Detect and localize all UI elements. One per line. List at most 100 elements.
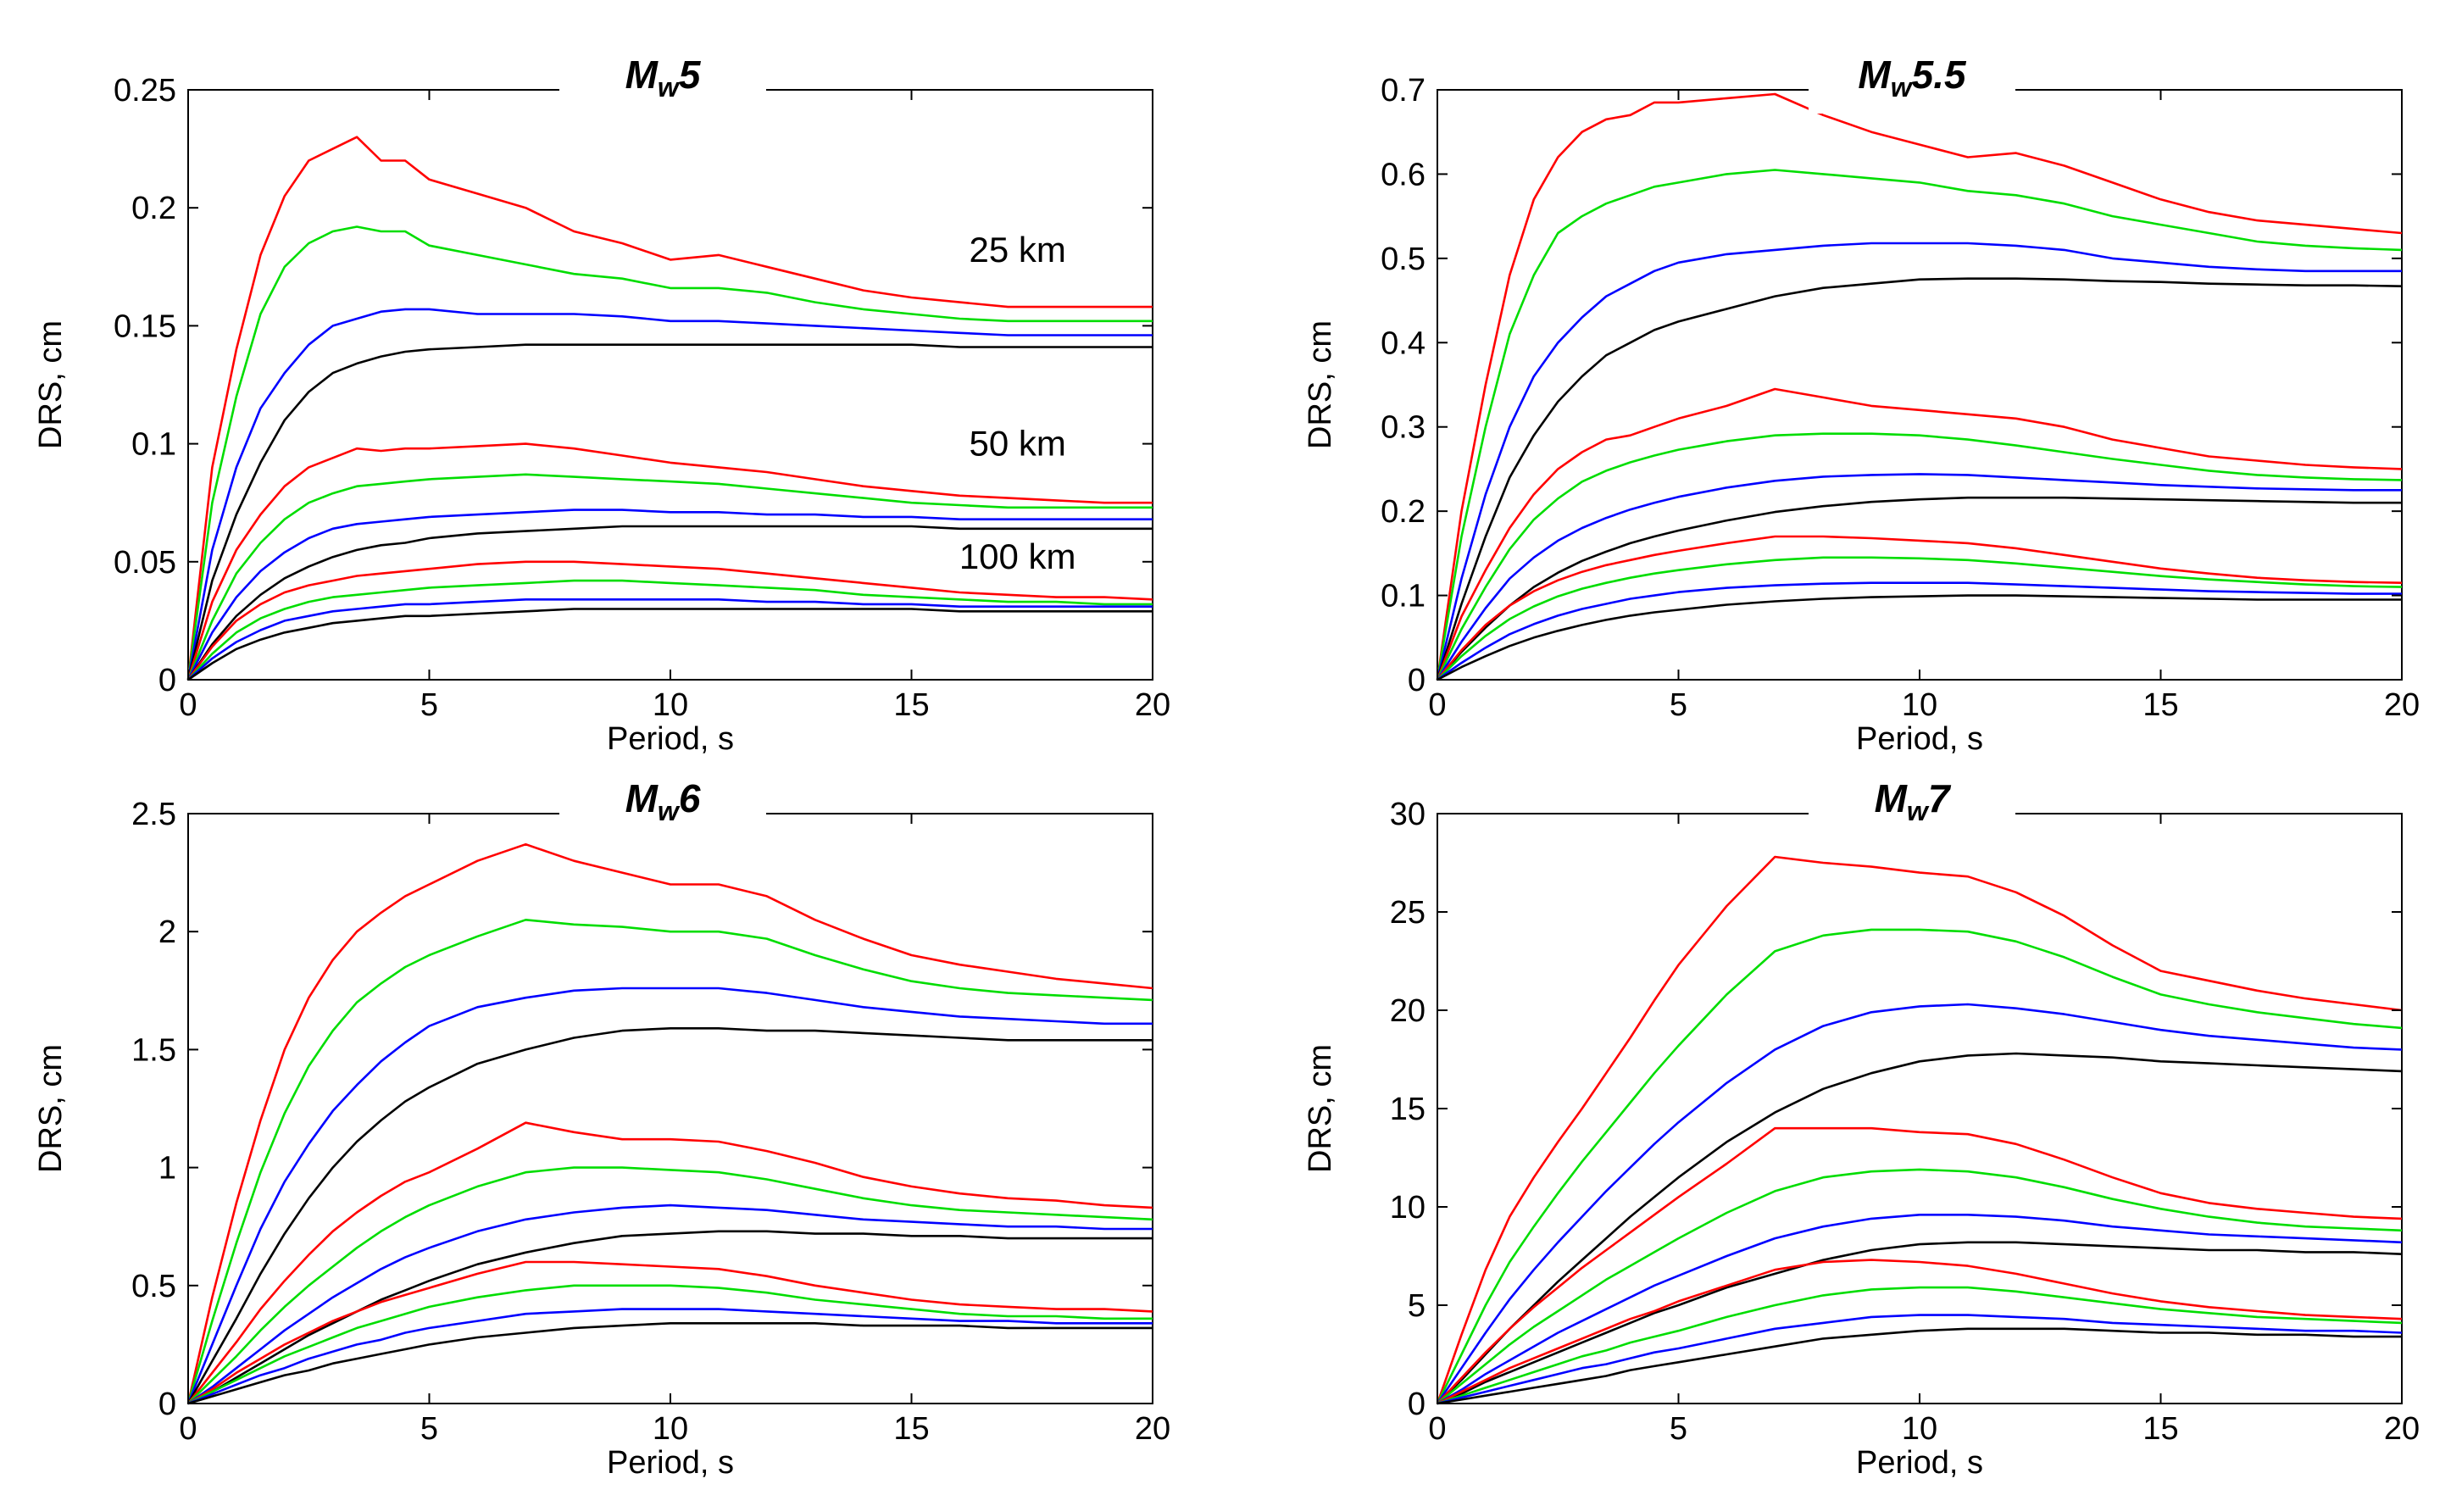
chart-panel-2: 0 5 10 15 20 0 0.1 0.2 0.3 0.4 0.5 0.6 0.7 Period, s D… [1303,53,2420,757]
series-line-6 [187,1166,1153,1404]
title-subscript: w [658,72,681,103]
series-line-9 [186,560,1153,681]
title-background [1809,776,2015,837]
y-tick-label: 0.25 [114,73,176,108]
series-line-10 [1437,1286,2403,1405]
series-line-11 [1437,1314,2403,1405]
x-tick-label: 10 [1902,687,1937,723]
series-line-3 [186,308,1153,681]
x-axis-label: Period, s [607,1445,734,1481]
chart-panel-4: 0 5 10 15 20 0 5 10 15 20 25 30 Period, s DRS, cm Mw7 [1303,776,2420,1481]
x-tick-label: 5 [420,687,438,723]
title-main: M [625,53,659,97]
x-tick-label: 5 [1670,687,1687,723]
series-line-5 [1437,1126,2403,1404]
y-tick-label: 2 [158,914,176,950]
title-value: 5 [679,53,702,97]
x-tick-label: 20 [1135,687,1170,723]
series-line-10 [187,1284,1153,1405]
series-line-12 [1437,1327,2402,1405]
chart-panel-1: 0 5 10 15 20 0 0.05 0.1 0.15 0.2 0.25 Period, s DRS,… [33,53,1170,757]
x-axis-label: Period, s [1856,721,1983,757]
y-tick-label: 0 [1408,1387,1426,1422]
series-line-5 [186,1121,1153,1404]
series-line-3 [1436,1003,2403,1404]
series-line-4 [1437,1052,2403,1404]
series-line-2 [186,225,1153,681]
series-line-3 [186,987,1153,1404]
series-line-2 [186,919,1153,1404]
series-line-8 [187,1230,1153,1405]
series-line-5 [1436,387,2403,681]
title-background [559,53,766,114]
y-tick-label: 15 [1390,1092,1426,1127]
x-tick-label: 5 [420,1411,438,1447]
series-line-1 [1436,855,2403,1404]
y-tick-label: 0.1 [1381,579,1426,614]
series-line-4 [1436,277,2403,681]
series-line-11 [1437,581,2402,681]
x-tick-label: 20 [1135,1411,1170,1447]
title-background [559,776,766,837]
distance-annotation: 50 km [969,424,1065,464]
x-axis-label: Period, s [1856,1445,1983,1481]
series-line-7 [1436,473,2402,681]
series-line-9 [187,1260,1153,1405]
chart-title: Mw7 [1875,776,1952,826]
y-tick-label: 0 [1408,663,1426,698]
y-axis-label: DRS, cm [33,1044,69,1173]
x-tick-label: 15 [2142,687,2178,723]
x-tick-label: 15 [893,687,929,723]
title-value: 5.5 [1912,53,1967,97]
series-line-4 [186,343,1153,681]
x-tick-label: 15 [893,1411,929,1447]
y-tick-label: 0 [158,663,176,698]
series-line-10 [1437,556,2403,681]
series-line-1 [1436,92,2403,681]
y-tick-label: 10 [1390,1190,1426,1226]
title-main: M [1875,776,1909,820]
x-tick-label: 20 [2384,687,2420,723]
x-tick-label: 20 [2384,1411,2420,1447]
y-tick-label: 0.5 [1381,242,1426,277]
series-line-6 [186,473,1153,681]
series-line-8 [1437,496,2402,681]
y-tick-label: 0.2 [1381,494,1426,530]
series-line-5 [186,442,1153,681]
chart-title: Mw6 [625,776,701,826]
y-tick-label: 5 [1408,1288,1426,1324]
y-tick-label: 0.05 [114,545,176,581]
series-line-6 [1437,1168,2403,1405]
y-tick-label: 0.7 [1381,73,1426,108]
series-line-7 [187,1203,1153,1405]
series-line-12 [187,608,1153,681]
series-line-12 [1437,594,2402,681]
x-tick-label: 10 [1902,1411,1937,1447]
y-tick-label: 0.3 [1381,410,1426,446]
series-line-11 [187,598,1153,681]
x-tick-label: 10 [653,1411,688,1447]
distance-annotation: 25 km [969,230,1065,270]
x-tick-label: 0 [179,1411,197,1447]
series-line-4 [186,1027,1153,1404]
y-tick-label: 0.2 [131,191,176,226]
series-line-1 [186,136,1153,681]
x-tick-label: 0 [1428,687,1446,723]
distance-annotation: 100 km [959,536,1076,576]
x-tick-label: 5 [1670,1411,1687,1447]
y-tick-label: 0.1 [131,427,176,463]
y-tick-label: 30 [1390,797,1426,832]
x-tick-label: 15 [2142,1411,2178,1447]
y-tick-label: 1.5 [131,1032,176,1068]
series-line-2 [1436,928,2403,1404]
x-tick-label: 0 [1428,1411,1446,1447]
y-axis-label: DRS, cm [1303,320,1338,449]
series-line-7 [186,509,1153,681]
title-value: 6 [679,776,701,820]
y-tick-label: 0 [158,1387,176,1422]
series-line-11 [187,1308,1153,1405]
y-axis-label: DRS, cm [1303,1044,1338,1173]
y-tick-label: 1 [158,1151,176,1187]
